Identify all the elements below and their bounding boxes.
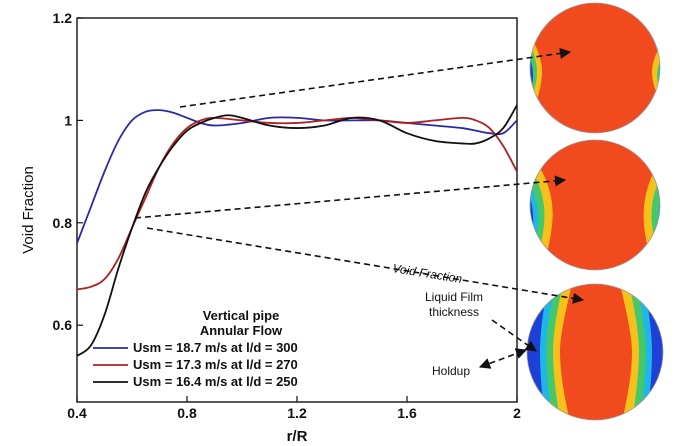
legend-label-series-1: Usm = 18.7 m/s at l/d = 300 (133, 340, 298, 355)
annotation-liquid-film-line-1: Liquid Film (425, 290, 483, 304)
arrow-to-top-contour (179, 47, 572, 108)
series-lines (77, 104, 517, 357)
x-tick-label: 0.4 (67, 405, 87, 421)
arrow-film-to-contour (491, 319, 537, 352)
legend-title-line-1: Vertical pipe (203, 308, 280, 323)
arrow-holdup-to-contour (478, 348, 528, 369)
x-axis-title: r/R (287, 428, 308, 445)
contour-middle (529, 139, 661, 271)
y-tick-label: 0.8 (53, 215, 73, 231)
contour-bottom (526, 283, 664, 421)
series-line-3 (77, 104, 517, 357)
x-tick-label: 0.8 (177, 405, 197, 421)
legend-label-series-3: Usm = 16.4 m/s at l/d = 250 (133, 374, 298, 389)
arrow-to-middle-contour (134, 175, 567, 219)
series-line-1 (77, 109, 517, 244)
arrow-to-bottom-contour (146, 227, 585, 304)
x-tick-label: 1.2 (287, 405, 307, 421)
y-tick-label: 1.2 (53, 10, 73, 26)
annotation-holdup: Holdup (432, 364, 470, 378)
annotation-liquid-film-line-2: thickness (429, 305, 479, 319)
legend-title-line-2: Annular Flow (200, 323, 283, 338)
y-axis-ticks: 0.6 0.8 1 1.2 (53, 10, 83, 333)
legend: Vertical pipe Annular Flow Usm = 18.7 m/… (93, 308, 298, 389)
x-tick-label: 1.6 (397, 405, 417, 421)
x-tick-label: 2 (513, 405, 521, 421)
y-tick-label: 0.6 (53, 317, 73, 333)
arrows (134, 47, 585, 369)
annotation-void-fraction: Void Fraction (392, 261, 464, 286)
x-axis-ticks: 0.4 0.8 1.2 1.6 2 (67, 396, 521, 421)
contour-top (529, 2, 661, 134)
y-tick-label: 1 (64, 112, 72, 128)
y-axis-title: Void Fraction (20, 166, 37, 254)
legend-label-series-2: Usm = 17.3 m/s at l/d = 270 (133, 357, 298, 372)
